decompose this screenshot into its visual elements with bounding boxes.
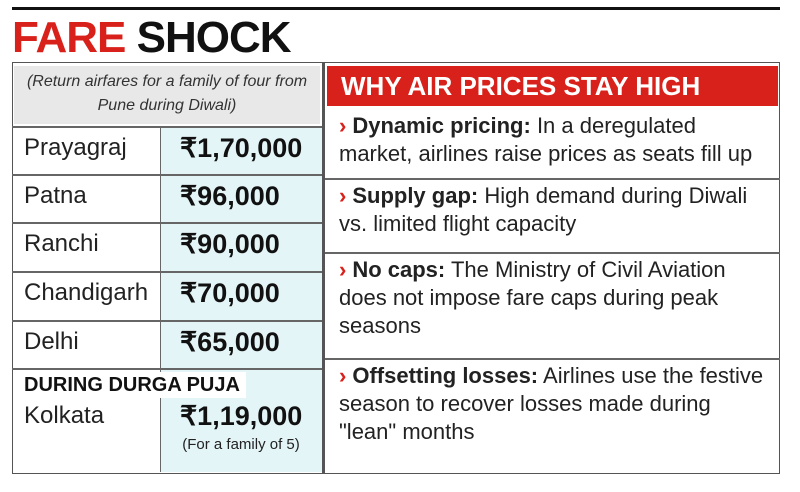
row-rule — [12, 222, 322, 224]
fare: ₹1,70,000 — [180, 133, 303, 163]
top-rule — [12, 7, 780, 10]
point: › Offsetting losses: Airlines use the fes… — [325, 362, 780, 472]
point: › No caps: The Ministry of Civil Aviation… — [325, 256, 780, 358]
arrow: › — [339, 363, 347, 388]
city: Prayagraj — [24, 134, 127, 161]
section-label: DURING DURGA PUJA — [24, 372, 246, 398]
point-text: High demand during Diwali vs. limited fl… — [339, 183, 748, 236]
point-label: Offsetting losses: — [352, 363, 539, 388]
city: Kolkata — [24, 402, 105, 429]
fare: ₹70,000 — [180, 278, 280, 308]
point-rule — [325, 358, 780, 360]
fare: ₹1,19,000 — [180, 401, 303, 431]
divider — [322, 62, 325, 474]
point-label: No caps: — [352, 257, 446, 282]
city: Delhi — [24, 328, 79, 355]
point-rule — [325, 252, 780, 254]
title-red: FARE — [12, 13, 126, 62]
fare-note: (For a family of 5) — [182, 436, 300, 453]
row-rule — [12, 126, 322, 128]
fare: ₹90,000 — [180, 229, 280, 259]
point-text: The Ministry of Civil Aviation does not … — [339, 257, 726, 338]
arrow: › — [339, 257, 347, 282]
table-note: (Return airfares for a family of four fr… — [14, 66, 320, 124]
fare: ₹96,000 — [180, 181, 280, 211]
city: Ranchi — [24, 230, 99, 257]
city: Patna — [24, 182, 87, 209]
row-rule — [12, 271, 322, 273]
row-rule — [12, 320, 322, 322]
fare: ₹65,000 — [180, 327, 280, 357]
point-label: Dynamic pricing: — [352, 113, 531, 138]
frame — [12, 62, 780, 474]
row-rule — [12, 174, 322, 176]
panel-title: WHY AIR PRICES STAY HIGH — [327, 66, 778, 106]
point-label: Supply gap: — [352, 183, 479, 208]
arrow: › — [339, 183, 347, 208]
row-rule — [12, 368, 322, 370]
point-text: Airlines use the festive season to recov… — [339, 363, 764, 444]
city: Chandigarh — [24, 279, 149, 306]
point: › Dynamic pricing: In a deregulated marke… — [325, 112, 780, 178]
point: › Supply gap: High demand during Diwali v… — [325, 182, 780, 252]
title: FARE SHOCK — [12, 14, 291, 62]
title-black: SHOCK — [136, 13, 292, 62]
point-rule — [325, 178, 780, 180]
fare-column — [160, 126, 322, 472]
point-text: In a deregulated market, airlines raise … — [339, 113, 753, 166]
arrow: › — [339, 113, 347, 138]
